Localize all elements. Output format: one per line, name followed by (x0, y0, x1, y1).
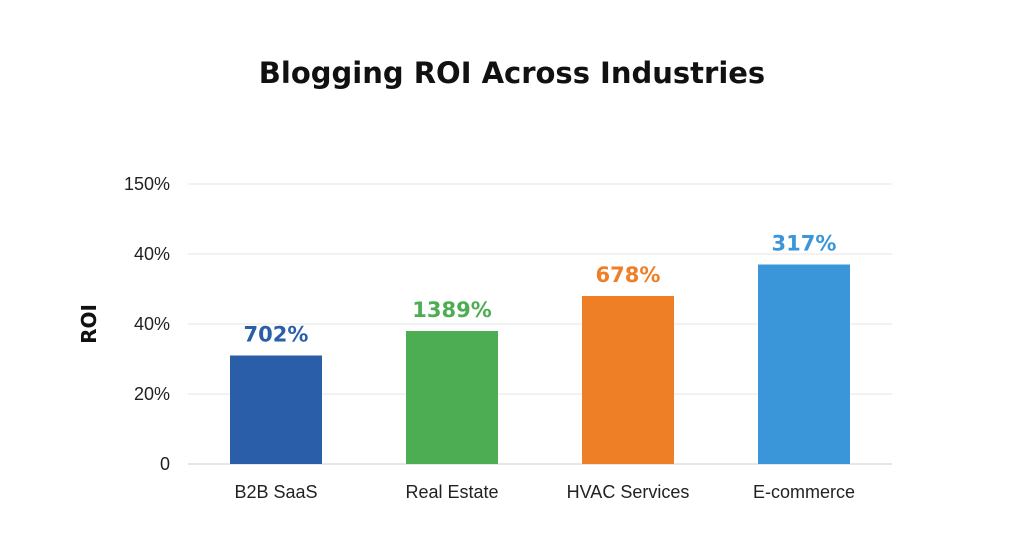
x-tick-label: HVAC Services (567, 482, 690, 502)
y-tick-label: 0 (160, 454, 170, 474)
bar (230, 355, 322, 464)
data-label: 702% (244, 323, 309, 347)
x-tick-label: E-commerce (753, 482, 855, 502)
x-tick-label: Real Estate (405, 482, 498, 502)
bar (758, 264, 850, 464)
bar (406, 331, 498, 464)
data-label: 1389% (412, 298, 492, 322)
data-label: 317% (772, 232, 837, 256)
y-tick-label: 150% (124, 174, 170, 194)
bar (582, 296, 674, 464)
y-tick-label: 40% (134, 244, 170, 264)
y-tick-label: 20% (134, 384, 170, 404)
y-tick-label: 40% (134, 314, 170, 334)
chart-title: Blogging ROI Across Industries (258, 56, 766, 90)
x-tick-label: B2B SaaS (234, 482, 317, 502)
data-label: 678% (596, 263, 661, 287)
y-axis-label: ROI (77, 304, 101, 344)
